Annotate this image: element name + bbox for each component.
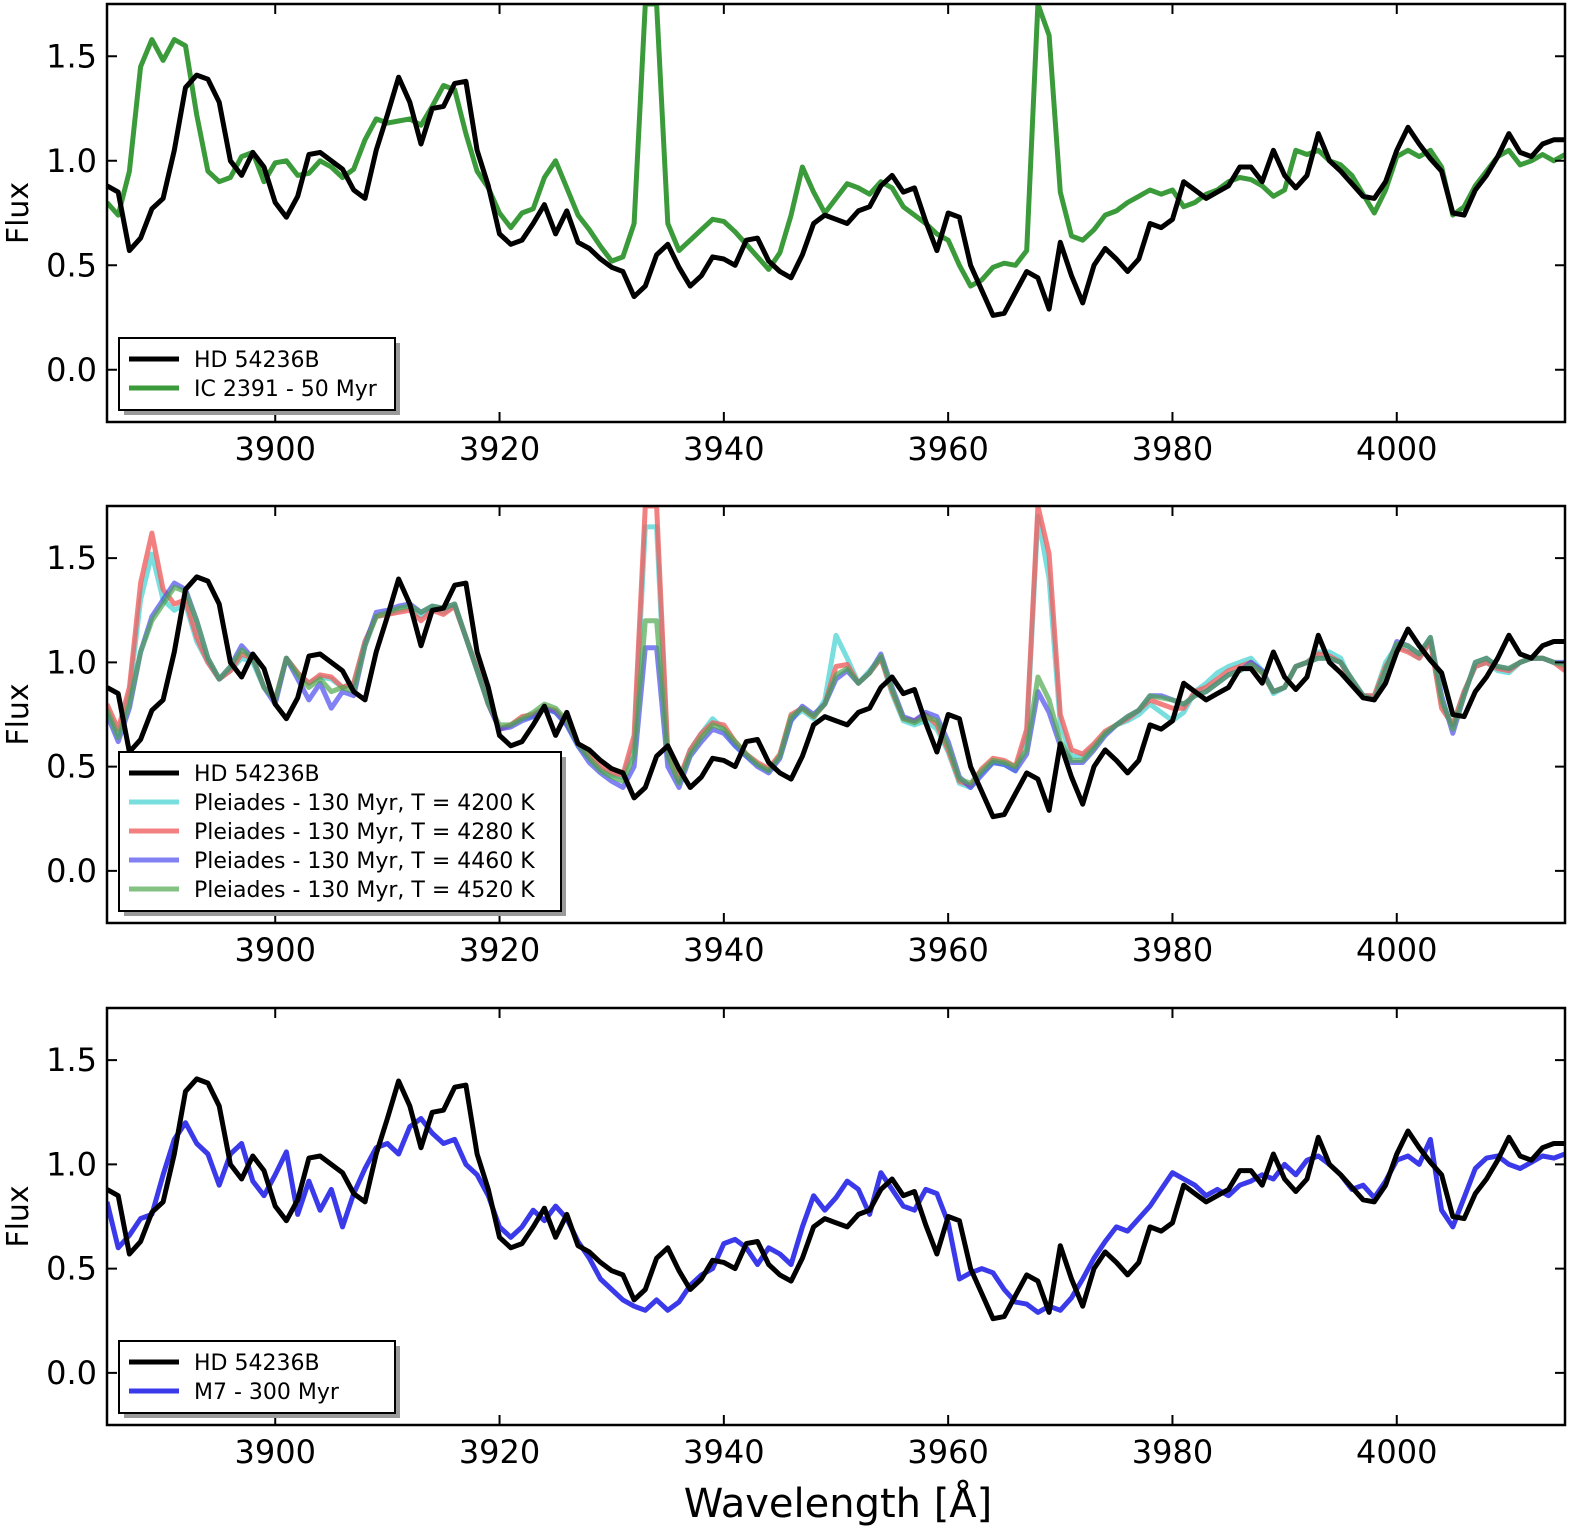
x-tick-label: 3940 (683, 1433, 764, 1471)
legend-label: IC 2391 - 50 Myr (194, 377, 378, 402)
x-tick-label: 3900 (235, 931, 316, 969)
panel-middle: 3900 3920 3940 3960 3980 4000 0.0 0.5 1.0 1.5 Flux… (1, 504, 1567, 969)
y-tick-label: 0.0 (46, 351, 97, 389)
x-tick-label: 4000 (1356, 931, 1437, 969)
y-tick-label: 0.0 (46, 852, 97, 890)
legend-label: HD 54236B (194, 348, 320, 373)
series-group (107, 1076, 1565, 1322)
x-tick-label: 3980 (1132, 1433, 1213, 1471)
x-tick-label: 4000 (1356, 430, 1437, 468)
y-tick-label: 1.0 (46, 643, 97, 681)
y-tick-label: 0.5 (46, 246, 97, 284)
x-tick-label: 3920 (459, 931, 540, 969)
plot-frame (105, 1006, 1567, 1427)
legend-box (118, 1340, 396, 1414)
plot-frame (105, 504, 1567, 925)
y-axis-title: Flux (1, 1185, 36, 1247)
y-tick-label: 1.5 (46, 37, 97, 75)
y-tick-label: 0.0 (46, 1354, 97, 1392)
series-line-hd-54236b (107, 72, 1565, 318)
x-tick-label: 3960 (907, 931, 988, 969)
series-group (107, 4, 1565, 318)
y-axis-title: Flux (1, 182, 36, 244)
legend-box (118, 337, 396, 411)
x-tick-label: 3980 (1132, 931, 1213, 969)
x-tick-label: 3940 (683, 430, 764, 468)
series-group (107, 506, 1565, 820)
x-tick-label: 4000 (1356, 1433, 1437, 1471)
x-tick-label: 3900 (235, 430, 316, 468)
x-axis-title: Wavelength [Å] (684, 1479, 993, 1527)
y-tick-label: 1.0 (46, 1145, 97, 1183)
legend: HD 54236B IC 2391 - 50 Myr (118, 337, 400, 415)
y-axis-title: Flux (1, 683, 36, 745)
x-tick-label: 3960 (907, 1433, 988, 1471)
panel-bottom: 3900 3920 3940 3960 3980 4000 0.0 0.5 1.0 1.5 Flux… (1, 1006, 1567, 1471)
series-line-m7-300-myr (107, 1116, 1565, 1315)
legend-label: HD 54236B (194, 762, 320, 787)
series-line-pleiades-130-myr-t-4520-k (107, 584, 1565, 786)
plot-frame (105, 2, 1567, 424)
series-line-hd-54236b (107, 1076, 1565, 1322)
series-line-pleiades-130-myr-t-4200-k (107, 513, 1565, 790)
y-tick-label: 1.0 (46, 142, 97, 180)
legend-label: HD 54236B (194, 1351, 320, 1376)
x-tick-label: 3940 (683, 931, 764, 969)
legend-label: M7 - 300 Myr (194, 1380, 340, 1405)
y-tick-label: 0.5 (46, 1250, 97, 1288)
y-tick-label: 1.5 (46, 1041, 97, 1079)
panel-top: 3900 3920 3940 3960 3980 4000 0.0 0.5 1.0 1.5 Flux… (1, 2, 1567, 468)
x-tick-label: 3960 (907, 430, 988, 468)
legend: HD 54236B Pleiades - 130 Myr, T = 4200 K P… (118, 751, 566, 916)
legend-label: Pleiades - 130 Myr, T = 4280 K (194, 820, 535, 845)
legend-box (118, 751, 562, 912)
x-tick-label: 3920 (459, 430, 540, 468)
legend-label: Pleiades - 130 Myr, T = 4520 K (194, 878, 535, 903)
x-tick-label: 3980 (1132, 430, 1213, 468)
series-line-hd-54236b (107, 574, 1565, 820)
y-tick-label: 1.5 (46, 539, 97, 577)
x-tick-label: 3920 (459, 1433, 540, 1471)
series-line-ic-2391-50-myr (107, 4, 1565, 289)
legend: HD 54236B M7 - 300 Myr (118, 1340, 400, 1418)
legend-label: Pleiades - 130 Myr, T = 4200 K (194, 791, 535, 816)
legend-label: Pleiades - 130 Myr, T = 4460 K (194, 849, 535, 874)
x-tick-label: 3900 (235, 1433, 316, 1471)
y-tick-label: 0.5 (46, 748, 97, 786)
